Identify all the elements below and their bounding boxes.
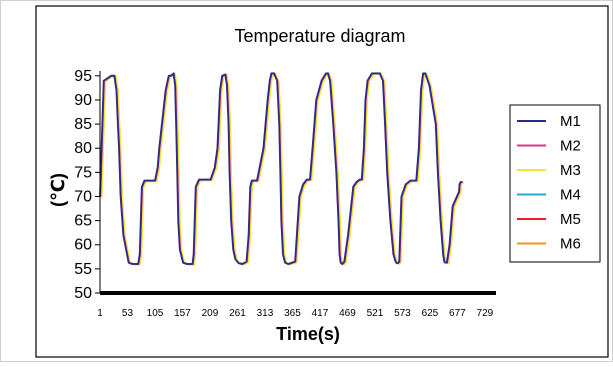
x-tick-label: 625 — [422, 308, 439, 319]
y-tick-label: 95 — [74, 68, 92, 85]
y-tick-label: 80 — [74, 140, 92, 157]
chart-title: Temperature diagram — [234, 26, 405, 46]
x-axis-label: Time(s) — [276, 324, 340, 344]
x-tick-label: 469 — [339, 308, 356, 319]
legend: M1 M2 M3 M4 M5 M6 — [509, 104, 601, 263]
y-tick-label: 85 — [74, 116, 92, 133]
plot-lines — [99, 72, 464, 266]
x-tick-label: 729 — [477, 308, 494, 319]
series-line-m1 — [99, 72, 463, 265]
y-tick-label: 65 — [74, 213, 92, 230]
x-tick-label: 261 — [229, 308, 246, 319]
legend-label-m4: M4 — [560, 187, 581, 204]
x-tick-label: 521 — [367, 308, 384, 319]
y-tick-label: 75 — [74, 164, 92, 181]
x-tick-label: 573 — [394, 308, 411, 319]
y-axis-ticks: 95 90 85 80 75 70 65 60 55 50 — [74, 68, 100, 302]
x-tick-label: 209 — [202, 308, 219, 319]
y-tick-label: 60 — [74, 237, 92, 254]
y-tick-label: 50 — [74, 285, 92, 302]
x-tick-label: 105 — [147, 308, 164, 319]
x-tick-label: 53 — [122, 308, 134, 319]
y-axis-label: (℃) — [48, 173, 68, 207]
x-tick-label: 677 — [449, 308, 466, 319]
y-tick-label: 90 — [74, 92, 92, 109]
x-axis-ticks: 1 53 105 157 209 261 313 365 417 469 521 573 625 677 7… — [97, 308, 493, 319]
legend-label-m3: M3 — [560, 162, 581, 179]
y-tick-label: 55 — [74, 261, 92, 278]
x-tick-label: 365 — [284, 308, 301, 319]
legend-label-m6: M6 — [560, 236, 581, 253]
legend-label-m5: M5 — [560, 211, 581, 228]
x-tick-label: 313 — [257, 308, 274, 319]
legend-box — [509, 104, 601, 263]
y-tick-label: 70 — [74, 188, 92, 205]
legend-label-m1: M1 — [560, 113, 581, 130]
legend-label-m2: M2 — [560, 138, 581, 155]
x-tick-label: 157 — [174, 308, 191, 319]
x-tick-label: 1 — [97, 308, 103, 319]
x-tick-label: 417 — [312, 308, 329, 319]
